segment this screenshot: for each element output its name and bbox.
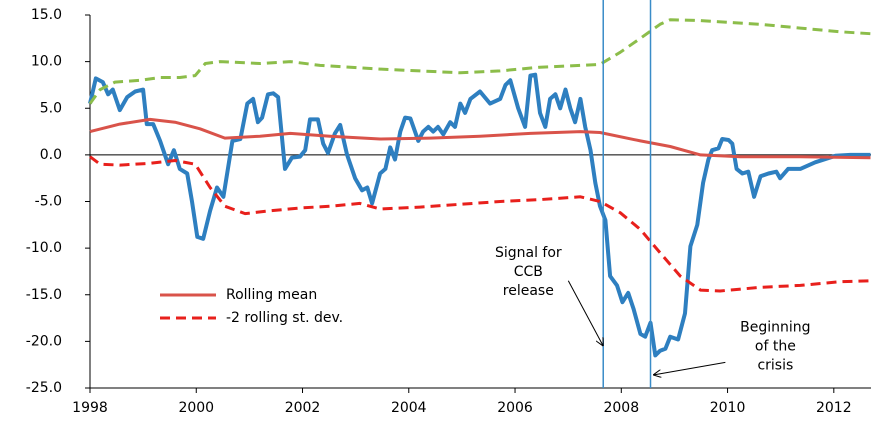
x-tick-label: 2006 (497, 400, 533, 416)
series-line (88, 72, 871, 358)
y-tick-label: -10.0 (26, 240, 62, 256)
y-tick-label: -25.0 (26, 380, 62, 396)
y-tick-label: -15.0 (26, 287, 62, 303)
annotation-arrow (653, 361, 726, 375)
annotation-arrow (567, 280, 603, 346)
x-tick-label: 2010 (710, 400, 746, 416)
y-tick-label: 5.0 (40, 100, 62, 116)
series-line (89, 155, 871, 293)
annotation: Signal for (495, 245, 562, 261)
series-line (89, 117, 871, 160)
annotation: release (503, 283, 554, 299)
annotation: CCB (514, 264, 543, 280)
legend-label: -2 rolling st. dev. (226, 310, 343, 326)
x-tick-label: 2008 (603, 400, 639, 416)
y-tick-label: 15.0 (31, 7, 62, 23)
x-tick-label: 2004 (391, 400, 427, 416)
annotation: Beginning (740, 319, 810, 335)
x-tick-label: 2000 (178, 400, 214, 416)
annotation: crisis (757, 357, 793, 373)
annotation: of the (755, 338, 796, 354)
y-tick-label: -20.0 (26, 333, 62, 349)
x-tick-label: 2012 (816, 400, 852, 416)
legend-label: Rolling mean (226, 287, 317, 303)
x-tick-label: 1998 (72, 400, 108, 416)
series-line (88, 18, 871, 105)
y-tick-label: -5.0 (35, 194, 62, 210)
y-tick-label: 10.0 (31, 54, 62, 70)
x-tick-label: 2002 (285, 400, 321, 416)
y-tick-label: 0.0 (40, 147, 62, 163)
